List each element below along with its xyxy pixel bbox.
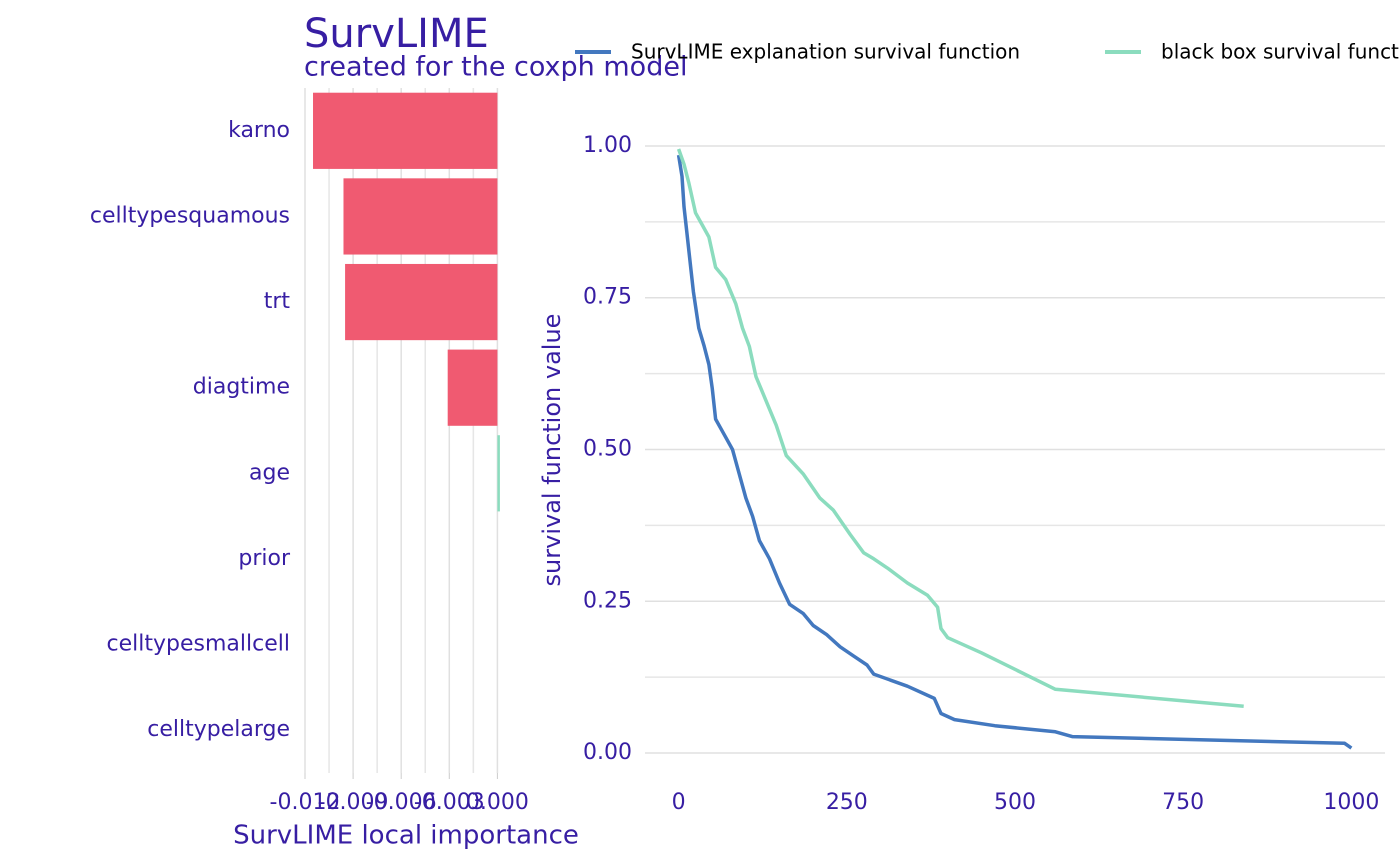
legend-label: black box survival function bbox=[1161, 40, 1400, 64]
x-tick-label: 750 bbox=[1162, 790, 1204, 815]
x-tick-label: 0 bbox=[672, 790, 686, 815]
x-tick-label: 0.000 bbox=[466, 790, 529, 815]
bar bbox=[447, 349, 498, 426]
x-tick-label: -0.003 bbox=[414, 790, 485, 815]
x-axis-title: SurvLIME local importance bbox=[233, 821, 579, 851]
legend-label: SurvLIME explanation survival function bbox=[631, 40, 1020, 64]
y-axis-title: survival function value bbox=[538, 314, 566, 587]
y-tick-label: 0.25 bbox=[583, 588, 632, 613]
series-line bbox=[676, 148, 1244, 709]
bar bbox=[345, 263, 498, 341]
x-tick-label: -0.012 bbox=[270, 790, 341, 815]
bar bbox=[313, 92, 498, 169]
bar bbox=[497, 435, 500, 512]
x-tick-label: -0.009 bbox=[318, 790, 389, 815]
y-tick-label: age bbox=[249, 460, 290, 485]
y-tick-label: 1.00 bbox=[583, 133, 632, 158]
x-tick-label: 250 bbox=[826, 790, 868, 815]
x-tick-label: 500 bbox=[994, 790, 1036, 815]
y-tick-label: diagtime bbox=[193, 375, 290, 400]
chart-title: SurvLIME bbox=[304, 11, 489, 57]
y-tick-label: trt bbox=[264, 289, 291, 314]
x-tick-label: 1000 bbox=[1323, 790, 1379, 815]
y-tick-label: karno bbox=[228, 118, 290, 143]
chart-subtitle: created for the coxph model bbox=[304, 52, 687, 83]
y-tick-label: 0.50 bbox=[583, 437, 632, 462]
y-tick-label: celltypesquamous bbox=[90, 203, 290, 228]
y-tick-label: 0.75 bbox=[583, 285, 632, 310]
bar bbox=[343, 178, 498, 255]
y-tick-label: celltypesmallcell bbox=[107, 632, 290, 657]
series-line bbox=[676, 154, 1353, 750]
x-tick-label: -0.006 bbox=[366, 790, 437, 815]
y-tick-label: prior bbox=[238, 546, 291, 571]
y-tick-label: celltypelarge bbox=[147, 717, 290, 742]
y-tick-label: 0.00 bbox=[583, 740, 632, 765]
